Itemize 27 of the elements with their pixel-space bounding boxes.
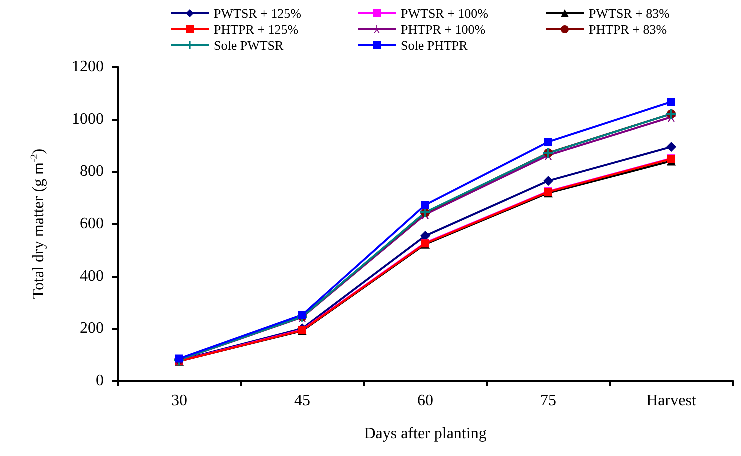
x-tick-label: 75	[540, 392, 556, 410]
point	[666, 142, 676, 152]
point	[544, 138, 552, 146]
y-tick-label: 600	[80, 216, 104, 232]
legend-label: PWTSR + 100%	[401, 6, 489, 21]
legend-label: PHTPR + 125%	[214, 22, 299, 37]
legend-label: PHTPR + 83%	[589, 22, 668, 37]
x-axis-title: Days after planting	[364, 426, 487, 442]
legend-label: Sole PWTSR	[214, 38, 284, 53]
x-tick-label: 45	[294, 392, 310, 410]
y-tick-label: 400	[80, 268, 104, 285]
legend-label: Sole PHTPR	[401, 38, 468, 53]
y-tick-label: 0	[96, 372, 104, 390]
x-tick-label: 30	[172, 392, 188, 410]
point	[668, 98, 676, 106]
legend-label: PWTSR + 83%	[589, 6, 670, 21]
y-tick-label: 1200	[72, 58, 104, 76]
x-tick-label: 60	[418, 392, 434, 410]
y-axis-title: Total dry matter (g m-2)	[30, 148, 48, 300]
point	[544, 176, 554, 186]
x-tick-label: Harvest	[646, 392, 697, 410]
y-tick-label: 1000	[72, 110, 104, 128]
point	[422, 201, 430, 210]
legend-label: PWTSR + 125%	[214, 6, 302, 21]
y-tick-label: 200	[80, 320, 104, 338]
legend-label: PHTPR + 100%	[401, 22, 486, 37]
y-tick-label: 800	[80, 163, 104, 180]
